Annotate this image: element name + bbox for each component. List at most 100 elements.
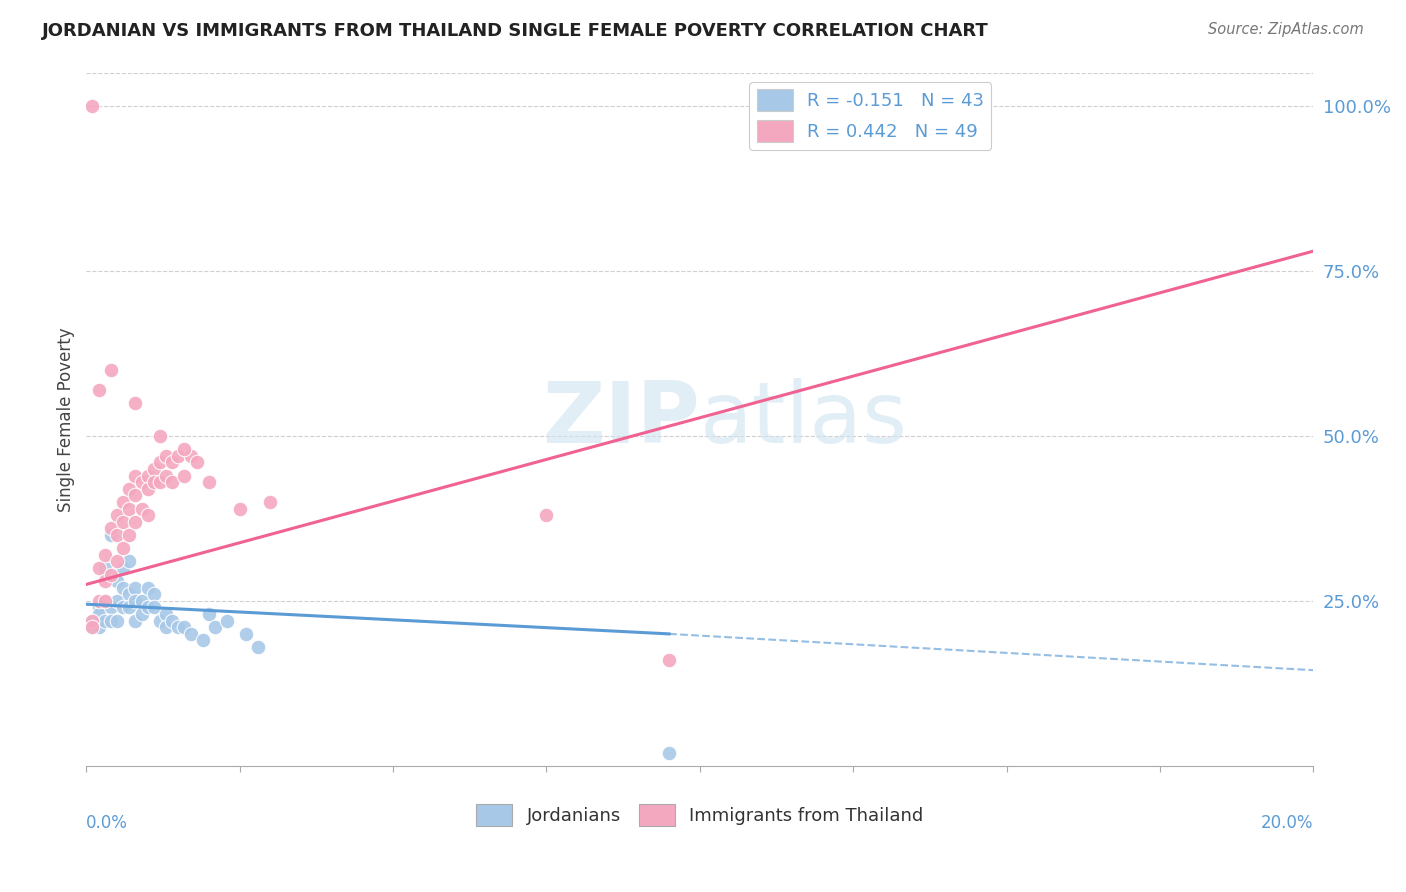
Point — [87, 620, 110, 634]
Point — [142, 587, 165, 601]
Text: atlas: atlas — [700, 378, 908, 461]
Text: JORDANIAN VS IMMIGRANTS FROM THAILAND SINGLE FEMALE POVERTY CORRELATION CHART: JORDANIAN VS IMMIGRANTS FROM THAILAND SI… — [42, 22, 988, 40]
Point — [131, 594, 153, 608]
Point — [87, 607, 110, 621]
Point — [136, 508, 159, 522]
Point — [112, 495, 135, 509]
Point — [112, 515, 135, 529]
Point — [167, 620, 190, 634]
Point — [167, 449, 190, 463]
Point — [118, 554, 141, 568]
Point — [124, 488, 146, 502]
Point — [198, 607, 221, 621]
Point — [118, 482, 141, 496]
Point — [204, 620, 226, 634]
Point — [82, 620, 104, 634]
Point — [191, 633, 214, 648]
Text: Source: ZipAtlas.com: Source: ZipAtlas.com — [1208, 22, 1364, 37]
Point — [142, 475, 165, 489]
Point — [160, 455, 183, 469]
Point — [105, 574, 128, 588]
Text: ZIP: ZIP — [543, 378, 700, 461]
Point — [136, 468, 159, 483]
Point — [105, 594, 128, 608]
Point — [155, 607, 177, 621]
Point — [131, 501, 153, 516]
Point — [87, 594, 110, 608]
Point — [118, 600, 141, 615]
Point — [82, 620, 104, 634]
Point — [259, 495, 281, 509]
Point — [155, 449, 177, 463]
Point — [136, 482, 159, 496]
Point — [118, 528, 141, 542]
Point — [186, 455, 208, 469]
Point — [149, 614, 172, 628]
Point — [235, 627, 257, 641]
Point — [82, 99, 104, 113]
Point — [149, 455, 172, 469]
Point — [100, 600, 122, 615]
Point — [93, 561, 115, 575]
Point — [124, 614, 146, 628]
Point — [105, 528, 128, 542]
Point — [112, 581, 135, 595]
Point — [131, 607, 153, 621]
Point — [112, 600, 135, 615]
Point — [173, 468, 195, 483]
Point — [149, 429, 172, 443]
Point — [149, 475, 172, 489]
Point — [228, 501, 250, 516]
Point — [173, 442, 195, 457]
Point — [105, 554, 128, 568]
Point — [180, 449, 202, 463]
Point — [658, 746, 681, 760]
Point — [118, 501, 141, 516]
Point — [87, 383, 110, 397]
Point — [536, 508, 558, 522]
Point — [180, 627, 202, 641]
Point — [100, 521, 122, 535]
Point — [217, 614, 239, 628]
Point — [142, 600, 165, 615]
Point — [198, 475, 221, 489]
Point — [100, 614, 122, 628]
Point — [100, 363, 122, 377]
Y-axis label: Single Female Poverty: Single Female Poverty — [58, 327, 75, 512]
Point — [124, 581, 146, 595]
Point — [118, 587, 141, 601]
Point — [124, 396, 146, 410]
Legend: Jordanians, Immigrants from Thailand: Jordanians, Immigrants from Thailand — [468, 797, 931, 833]
Point — [124, 468, 146, 483]
Point — [142, 462, 165, 476]
Point — [93, 574, 115, 588]
Point — [155, 620, 177, 634]
Point — [82, 614, 104, 628]
Point — [87, 561, 110, 575]
Point — [93, 594, 115, 608]
Point — [247, 640, 270, 654]
Point — [131, 475, 153, 489]
Point — [124, 515, 146, 529]
Point — [112, 561, 135, 575]
Text: 0.0%: 0.0% — [86, 814, 128, 832]
Point — [136, 600, 159, 615]
Point — [100, 567, 122, 582]
Point — [155, 468, 177, 483]
Point — [93, 548, 115, 562]
Point — [93, 614, 115, 628]
Point — [105, 614, 128, 628]
Point — [658, 653, 681, 667]
Text: 20.0%: 20.0% — [1261, 814, 1313, 832]
Point — [112, 541, 135, 555]
Point — [100, 528, 122, 542]
Point — [160, 614, 183, 628]
Point — [160, 475, 183, 489]
Point — [124, 594, 146, 608]
Point — [93, 594, 115, 608]
Point — [105, 508, 128, 522]
Point — [173, 620, 195, 634]
Point — [87, 600, 110, 615]
Point — [82, 614, 104, 628]
Point — [136, 581, 159, 595]
